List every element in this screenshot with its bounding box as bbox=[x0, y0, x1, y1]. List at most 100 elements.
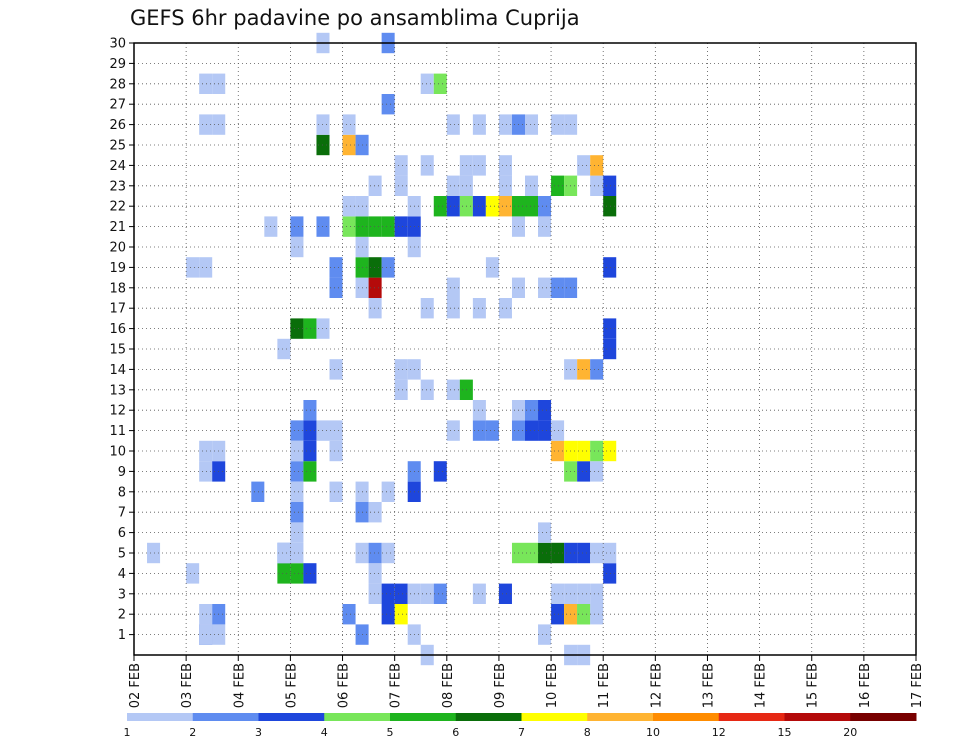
heatmap-cell bbox=[603, 257, 617, 278]
y-tick-label: 15 bbox=[109, 343, 126, 358]
heatmap-cell bbox=[342, 604, 356, 625]
heatmap-cell bbox=[538, 420, 552, 441]
x-tick-label: 05 FEB bbox=[284, 663, 299, 708]
heatmap-cell bbox=[603, 563, 617, 584]
heatmap-cell bbox=[381, 257, 395, 278]
y-tick-label: 11 bbox=[109, 424, 126, 439]
heatmap-cell bbox=[446, 114, 460, 135]
heatmap-cell bbox=[590, 461, 604, 482]
x-tick-label: 02 FEB bbox=[128, 663, 143, 708]
colorbar-swatch bbox=[718, 713, 785, 721]
heatmap-cell bbox=[590, 440, 604, 462]
x-tick-label: 12 FEB bbox=[649, 663, 664, 708]
heatmap-cell bbox=[329, 359, 343, 380]
heatmap-cell bbox=[472, 196, 486, 217]
heatmap-cell bbox=[381, 481, 395, 502]
heatmap-cell bbox=[420, 155, 434, 176]
heatmap-cell bbox=[538, 522, 552, 543]
colorbar-label: 7 bbox=[518, 726, 525, 739]
colorbar-swatch bbox=[587, 713, 654, 721]
y-tick-label: 6 bbox=[118, 526, 126, 541]
heatmap-cell bbox=[603, 338, 617, 360]
heatmap-cell bbox=[577, 155, 591, 176]
heatmap-cells bbox=[147, 32, 617, 666]
y-tick-label: 30 bbox=[109, 37, 126, 52]
heatmap-cell bbox=[446, 277, 460, 298]
colorbar-swatch bbox=[127, 713, 194, 721]
heatmap-cell bbox=[368, 175, 382, 196]
colorbar-swatch bbox=[784, 713, 851, 721]
heatmap-cell bbox=[446, 175, 460, 196]
heatmap-cell bbox=[199, 114, 213, 135]
heatmap-cell bbox=[538, 542, 552, 564]
heatmap-cell bbox=[433, 583, 447, 604]
heatmap-cell bbox=[394, 175, 408, 196]
heatmap-cell bbox=[498, 114, 512, 135]
heatmap-cell bbox=[525, 114, 539, 135]
y-tick-label: 18 bbox=[109, 281, 126, 296]
heatmap-cell bbox=[577, 359, 591, 380]
heatmap-cell bbox=[199, 604, 213, 625]
heatmap-cell bbox=[290, 216, 304, 237]
x-tick-label: 04 FEB bbox=[232, 663, 247, 708]
heatmap-cell bbox=[251, 481, 265, 502]
heatmap-cell bbox=[290, 461, 304, 482]
heatmap-cell bbox=[498, 583, 512, 604]
heatmap-cell bbox=[277, 338, 291, 360]
colorbar-label: 1 bbox=[124, 726, 131, 739]
heatmap-cell bbox=[368, 298, 382, 319]
heatmap-cell bbox=[538, 196, 552, 217]
heatmap-cell bbox=[147, 542, 161, 564]
y-tick-label: 9 bbox=[118, 465, 126, 480]
y-tick-label: 24 bbox=[109, 159, 126, 174]
heatmap-cell bbox=[199, 624, 213, 645]
heatmap-cell bbox=[446, 379, 460, 400]
x-tick-label: 17 FEB bbox=[910, 663, 925, 708]
y-tick-label: 1 bbox=[118, 628, 126, 643]
heatmap-cell bbox=[290, 502, 304, 523]
heatmap-cell bbox=[446, 298, 460, 319]
heatmap-cell bbox=[603, 542, 617, 564]
heatmap-cell bbox=[590, 359, 604, 380]
heatmap-cell bbox=[538, 216, 552, 237]
heatmap-cell bbox=[199, 73, 213, 94]
heatmap-cell bbox=[551, 175, 565, 196]
heatmap-cell bbox=[186, 563, 200, 584]
y-tick-label: 22 bbox=[109, 200, 126, 215]
heatmap-cell bbox=[368, 542, 382, 564]
heatmap-cell bbox=[303, 420, 317, 441]
heatmap-cell bbox=[485, 257, 499, 278]
heatmap-cell bbox=[329, 420, 343, 441]
x-tick-label: 06 FEB bbox=[337, 663, 352, 708]
heatmap-cell bbox=[186, 257, 200, 278]
y-tick-label: 25 bbox=[109, 139, 126, 154]
x-tick-label: 16 FEB bbox=[858, 663, 873, 708]
heatmap-cell bbox=[303, 461, 317, 482]
heatmap-cell bbox=[446, 196, 460, 217]
heatmap-cell bbox=[329, 481, 343, 502]
heatmap-cell bbox=[303, 563, 317, 584]
chart-title: GEFS 6hr padavine po ansamblima Cuprija bbox=[130, 6, 580, 30]
heatmap-cell bbox=[472, 298, 486, 319]
heatmap-cell bbox=[472, 114, 486, 135]
heatmap-cell bbox=[525, 420, 539, 441]
heatmap-cell bbox=[551, 420, 565, 441]
heatmap-cell bbox=[603, 175, 617, 196]
y-tick-label: 23 bbox=[109, 179, 126, 194]
heatmap-cell bbox=[342, 134, 356, 156]
heatmap-cell bbox=[577, 461, 591, 482]
heatmap-cell bbox=[472, 155, 486, 176]
colorbar-label: 6 bbox=[452, 726, 459, 739]
heatmap-cell bbox=[551, 542, 565, 564]
heatmap-cell bbox=[199, 257, 213, 278]
y-tick-label: 8 bbox=[118, 485, 126, 500]
heatmap-cell bbox=[590, 155, 604, 176]
heatmap-cell bbox=[472, 420, 486, 441]
colorbar-label: 10 bbox=[646, 726, 660, 739]
heatmap-cell bbox=[603, 440, 617, 462]
y-tick-label: 14 bbox=[109, 363, 126, 378]
y-tick-label: 26 bbox=[109, 118, 126, 133]
colorbar-label: 3 bbox=[255, 726, 262, 739]
heatmap-cell bbox=[433, 461, 447, 482]
